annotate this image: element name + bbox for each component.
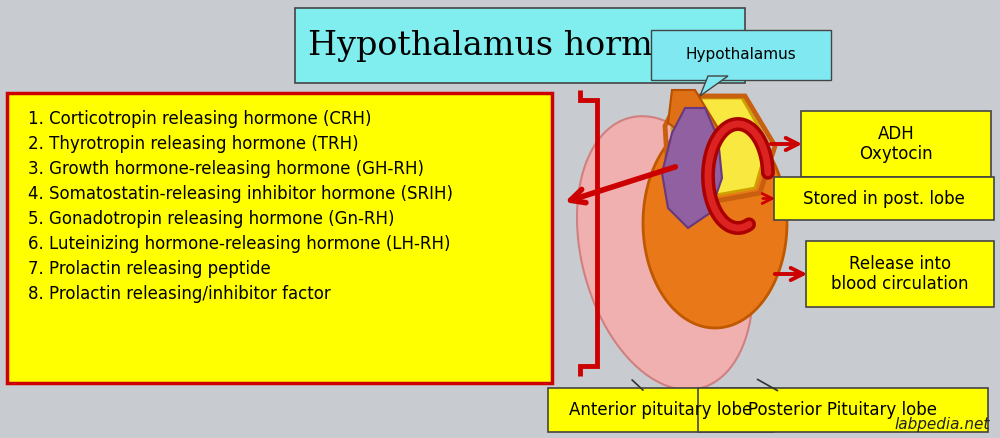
Polygon shape [672,98,768,196]
FancyBboxPatch shape [774,177,994,220]
Polygon shape [662,108,722,228]
FancyBboxPatch shape [806,241,994,307]
Polygon shape [668,90,718,146]
FancyBboxPatch shape [295,8,745,83]
Text: Anterior pituitary lobe: Anterior pituitary lobe [569,401,753,419]
FancyBboxPatch shape [801,111,991,177]
Text: labpedia.net: labpedia.net [895,417,990,432]
Polygon shape [643,118,787,328]
Text: ADH
Oxytocin: ADH Oxytocin [859,124,933,163]
Text: Stored in post. lobe: Stored in post. lobe [803,190,965,208]
Text: Hypothalamus: Hypothalamus [686,47,796,63]
Text: Hypothalamus hormones: Hypothalamus hormones [308,29,732,61]
Text: Release into
blood circulation: Release into blood circulation [831,254,969,293]
Text: Posterior Pituitary lobe: Posterior Pituitary lobe [748,401,938,419]
Polygon shape [577,116,753,390]
FancyBboxPatch shape [651,30,831,80]
Text: 1. Corticotropin releasing hormone (CRH)
2. Thyrotropin releasing hormone (TRH)
: 1. Corticotropin releasing hormone (CRH)… [28,110,453,303]
FancyBboxPatch shape [548,388,774,432]
FancyBboxPatch shape [698,388,988,432]
FancyBboxPatch shape [7,93,552,383]
Polygon shape [700,76,728,96]
